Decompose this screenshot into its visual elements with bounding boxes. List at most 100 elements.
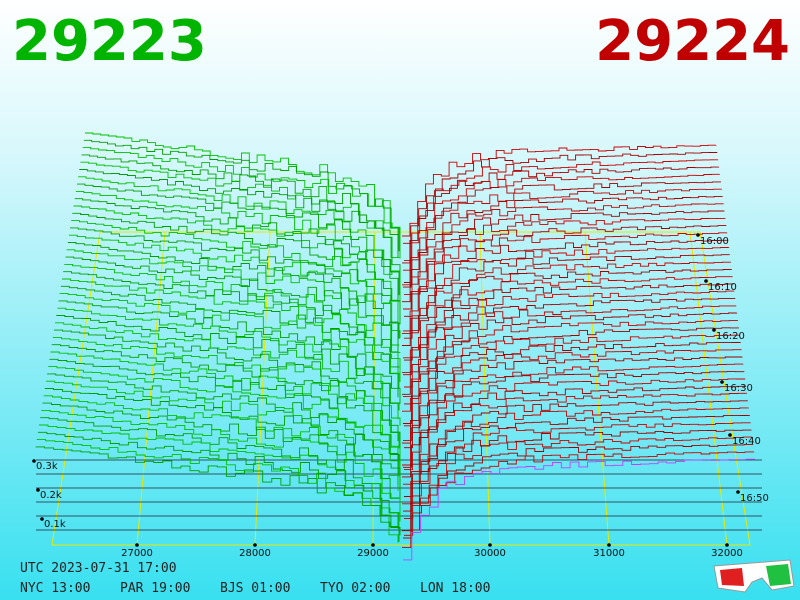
tick-dot bbox=[607, 543, 611, 547]
tick-dot bbox=[371, 543, 375, 547]
ask-curve bbox=[403, 458, 756, 561]
ask-curve bbox=[402, 298, 736, 395]
bid-curve bbox=[85, 132, 399, 236]
ask-curve bbox=[404, 159, 719, 262]
x-tick-label: 30000 bbox=[474, 548, 506, 559]
floor-line bbox=[584, 231, 610, 546]
bid-curve bbox=[66, 249, 400, 346]
bid-curve bbox=[39, 424, 400, 528]
bid-curve bbox=[40, 417, 399, 529]
bid-curve bbox=[58, 300, 401, 404]
zone-time: PAR 19:00 bbox=[120, 581, 190, 596]
ask-curve bbox=[402, 451, 755, 549]
x-tick-label: 27000 bbox=[121, 548, 153, 559]
tick-dot bbox=[728, 433, 732, 437]
ask-curve bbox=[404, 356, 743, 449]
ask-curve bbox=[402, 210, 725, 303]
bid-price: 29223 bbox=[12, 9, 207, 74]
tick-dot bbox=[720, 380, 724, 384]
axis-labels: 27000 28000 29000 30000 31000 32000 0.3k 0.2k 0.… bbox=[32, 233, 769, 559]
tick-dot bbox=[712, 328, 716, 332]
ask-curve bbox=[403, 261, 731, 359]
ask-curve bbox=[402, 320, 739, 412]
bid-curve bbox=[62, 278, 401, 382]
zone-time: BJS 01:00 bbox=[220, 581, 290, 596]
bid-curve bbox=[41, 409, 401, 522]
bid-curve bbox=[55, 322, 401, 426]
bid-curve bbox=[80, 161, 400, 258]
bid-curve bbox=[60, 285, 399, 398]
bid-curve bbox=[48, 366, 401, 470]
ask-curve bbox=[403, 173, 721, 271]
bid-curve bbox=[77, 183, 400, 296]
ask-curve bbox=[402, 276, 733, 373]
tick-dot bbox=[725, 543, 729, 547]
ask-curve bbox=[404, 422, 751, 519]
tick-dot bbox=[696, 233, 700, 237]
ask-curve bbox=[404, 378, 746, 471]
bid-curve bbox=[72, 212, 401, 325]
ask-curve bbox=[402, 232, 728, 335]
ask-curve bbox=[404, 203, 724, 295]
zone-time: NYC 13:00 bbox=[20, 581, 90, 596]
ask-curve bbox=[402, 188, 722, 286]
bid-curve bbox=[78, 176, 399, 273]
floor-line bbox=[479, 231, 491, 546]
bid-curve bbox=[36, 439, 399, 543]
bid-curve bbox=[68, 234, 401, 339]
x-tick-label: 29000 bbox=[357, 548, 389, 559]
bid-curve bbox=[82, 147, 401, 259]
bid-curve bbox=[47, 373, 399, 485]
depth-label: 0.1k bbox=[44, 519, 66, 530]
ask-curve bbox=[402, 254, 730, 346]
bid-curve bbox=[43, 395, 399, 491]
bid-curve bbox=[70, 227, 400, 339]
time-label: 16:40 bbox=[732, 436, 761, 447]
floor-line bbox=[689, 231, 728, 546]
ask-curve bbox=[403, 414, 750, 512]
ask-curve bbox=[403, 349, 742, 441]
time-label: 16:10 bbox=[708, 282, 737, 293]
ask-curve bbox=[403, 392, 748, 485]
ask-curve bbox=[403, 327, 739, 424]
depth-curves bbox=[35, 132, 756, 561]
bid-curve bbox=[64, 263, 399, 376]
bid-curve bbox=[49, 358, 400, 463]
bid-curve bbox=[50, 351, 399, 463]
zone-time: LON 18:00 bbox=[420, 581, 490, 596]
bid-curve bbox=[51, 344, 401, 448]
ask-curve bbox=[404, 312, 738, 405]
ask-curve bbox=[404, 400, 748, 497]
time-label: 16:20 bbox=[716, 331, 745, 342]
tick-dot bbox=[32, 459, 36, 463]
bid-curve bbox=[45, 380, 400, 477]
ask-curve bbox=[403, 152, 718, 244]
ask-curve bbox=[402, 407, 749, 505]
tick-dot bbox=[135, 543, 139, 547]
bid-curve bbox=[75, 190, 401, 303]
x-tick-label: 32000 bbox=[711, 548, 743, 559]
ask-curve bbox=[403, 371, 745, 468]
zone-time: TYO 02:00 bbox=[320, 581, 390, 596]
ask-curve bbox=[404, 269, 732, 361]
x-tick-label: 28000 bbox=[239, 548, 271, 559]
ask-curve bbox=[404, 225, 727, 317]
ask-price: 29224 bbox=[595, 9, 790, 74]
ask-curve bbox=[402, 341, 741, 444]
tick-dot bbox=[36, 488, 40, 492]
time-label: 16:00 bbox=[700, 236, 729, 247]
bid-curve bbox=[65, 256, 401, 353]
tick-dot bbox=[704, 279, 708, 283]
ask-curve bbox=[403, 239, 729, 332]
ask-curve bbox=[404, 247, 730, 339]
floor-line bbox=[136, 231, 166, 546]
ask-curve bbox=[402, 363, 744, 466]
bid-curve bbox=[67, 242, 399, 354]
bid-curve bbox=[57, 307, 399, 420]
bid-curve bbox=[56, 315, 400, 411]
ask-curve bbox=[402, 385, 747, 478]
ask-curve bbox=[403, 283, 734, 376]
ask-curve bbox=[404, 334, 740, 427]
time-label: 16:30 bbox=[724, 383, 753, 394]
